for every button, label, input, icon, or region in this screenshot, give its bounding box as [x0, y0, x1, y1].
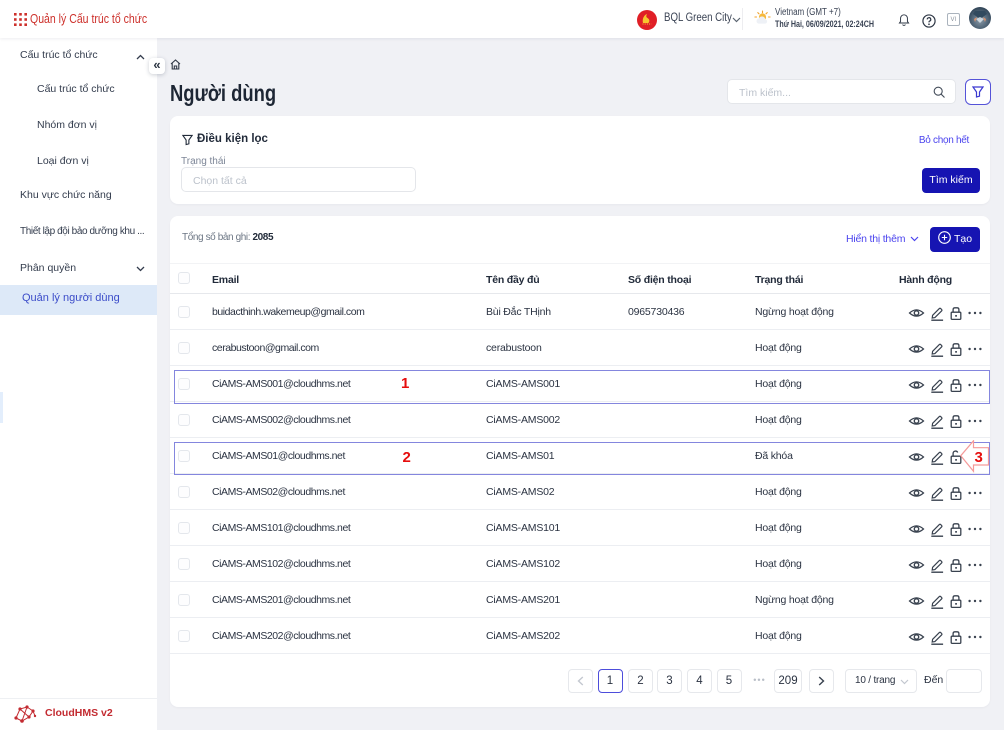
- svg-text:3: 3: [975, 449, 983, 466]
